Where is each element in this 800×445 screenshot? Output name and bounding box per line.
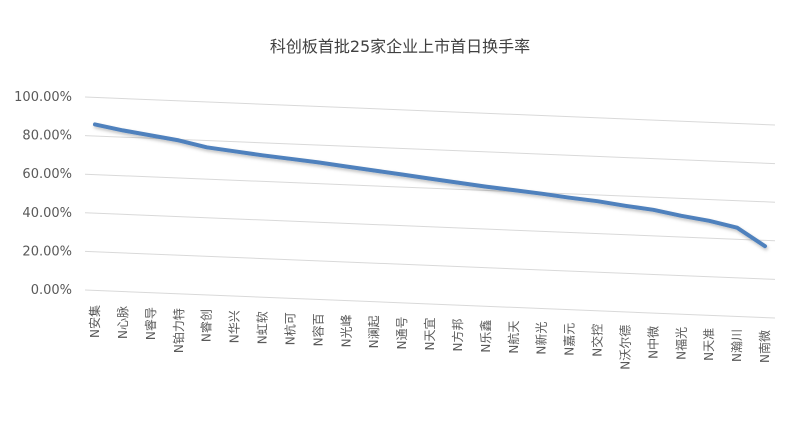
data-point: [456, 181, 460, 184]
x-tick-label: N杭可: [282, 312, 297, 345]
data-point: [372, 169, 376, 172]
x-axis-ticks: N安集 N心脉 N睿导 N铂力特 N睿创 N华兴 N虹软 N杭可 N容百 N光峰 N澜起 N通号 N天宜…: [87, 305, 772, 370]
x-tick-label: N睿创: [199, 309, 214, 342]
data-point: [233, 150, 236, 153]
data-point: [652, 208, 655, 212]
x-tick-label: N虹软: [256, 311, 270, 344]
data-point: [289, 157, 292, 160]
chart-title: 科创板首批25家企业上市首日换手率: [269, 37, 531, 56]
y-axis-ticks: 0.00% 20.00% 40.00% 60.00% 80.00% 100.00%: [14, 90, 72, 298]
data-point: [345, 165, 348, 168]
data-point: [763, 244, 767, 248]
y-tick-label: 60.00%: [22, 167, 72, 182]
data-point: [261, 154, 264, 157]
data-point: [540, 192, 543, 195]
grid-lines: [84, 96, 776, 319]
gridline: [84, 212, 776, 242]
x-tick-label: N通号: [395, 316, 409, 349]
y-tick-label: 100.00%: [14, 90, 72, 105]
y-tick-label: 40.00%: [22, 206, 72, 221]
x-tick-label: N中微: [645, 326, 660, 359]
series-layer: [93, 122, 767, 249]
gridline: [84, 135, 776, 165]
gridline: [84, 173, 776, 203]
data-point: [149, 134, 153, 137]
x-tick-label: N方邦: [450, 319, 465, 352]
gridline: [84, 250, 776, 280]
x-tick-label: N瀚川: [729, 329, 744, 362]
data-point: [512, 188, 515, 192]
x-tick-label: N铂力特: [171, 308, 186, 353]
data-point: [428, 177, 432, 180]
data-point: [596, 199, 599, 203]
gridline: [84, 289, 776, 319]
data-point: [93, 123, 97, 126]
x-tick-label: N容百: [310, 313, 325, 346]
gridline: [84, 96, 776, 126]
x-tick-label: N安集: [87, 305, 102, 338]
x-tick-label: N天宜: [422, 318, 437, 351]
x-tick-label: N华兴: [228, 310, 242, 343]
y-tick-label: 20.00%: [22, 244, 72, 259]
data-point: [735, 226, 739, 229]
x-tick-label: N睿导: [143, 307, 158, 340]
x-tick-label: N福光: [673, 327, 688, 360]
x-tick-label: N澜起: [367, 315, 381, 348]
y-tick-label: 80.00%: [22, 129, 72, 144]
series-line: [93, 122, 767, 249]
x-tick-label: N新光: [534, 322, 549, 355]
data-point: [317, 161, 320, 164]
x-tick-label: N天准: [702, 328, 716, 361]
data-point: [484, 185, 488, 188]
data-point: [121, 129, 125, 132]
x-tick-label: N嘉元: [563, 323, 577, 356]
x-tick-label: N心脉: [115, 306, 130, 339]
data-point: [707, 219, 711, 222]
x-tick-label: N乐鑫: [478, 320, 493, 353]
x-tick-label: N航天: [506, 321, 521, 354]
x-tick-label: N光峰: [339, 314, 353, 347]
x-tick-label: N交控: [590, 324, 605, 357]
data-point: [205, 146, 208, 149]
data-point: [624, 204, 627, 207]
data-point: [177, 139, 180, 142]
data-point: [568, 196, 571, 199]
y-tick-label: 0.00%: [31, 283, 72, 298]
data-point: [680, 214, 683, 217]
x-tick-label: N沃尔德: [617, 325, 632, 370]
data-point: [400, 173, 404, 176]
x-tick-label: N南微: [757, 330, 772, 363]
